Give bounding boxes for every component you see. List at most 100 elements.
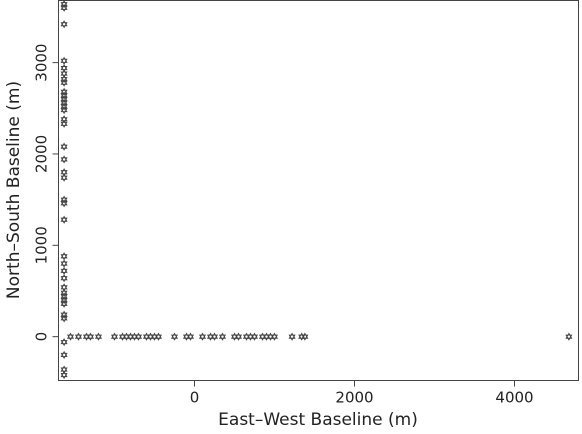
marker-triangle-up xyxy=(60,119,68,126)
data-point xyxy=(60,252,68,261)
marker-triangle-up xyxy=(94,332,103,339)
data-point xyxy=(110,332,119,341)
data-point xyxy=(234,332,243,341)
data-point xyxy=(60,350,68,360)
marker-triangle-up xyxy=(86,332,95,339)
data-point xyxy=(60,338,68,347)
marker-triangle-down xyxy=(110,334,119,341)
data-point xyxy=(210,332,219,341)
y-tick-label: 3000 xyxy=(33,44,51,82)
data-point xyxy=(198,332,207,341)
marker-triangle-down xyxy=(86,334,95,341)
marker-triangle-down xyxy=(60,268,68,275)
data-point xyxy=(218,332,227,341)
marker-triangle-down xyxy=(60,93,68,100)
marker-triangle-down xyxy=(60,290,68,297)
marker-triangle-down xyxy=(60,316,68,323)
marker-triangle-up xyxy=(60,87,68,94)
marker-triangle-down xyxy=(60,2,68,9)
marker-triangle-down xyxy=(170,334,179,341)
marker-triangle-down xyxy=(94,334,103,341)
data-point xyxy=(298,332,306,341)
marker-triangle-down xyxy=(60,367,68,374)
marker-triangle-up xyxy=(60,3,68,10)
y-axis: 0 1000 2000 3000 xyxy=(33,44,59,342)
marker-triangle-up xyxy=(60,199,68,206)
y-tick-label: 0 xyxy=(33,332,51,342)
marker-triangle-down xyxy=(234,334,243,341)
marker-triangle-down xyxy=(60,261,68,268)
marker-triangle-down xyxy=(74,334,83,341)
marker-triangle-up xyxy=(60,292,68,299)
marker-triangle-down xyxy=(60,121,68,128)
marker-triangle-down xyxy=(154,334,163,341)
marker-triangle-up xyxy=(60,0,68,7)
marker-triangle-down xyxy=(60,104,68,111)
marker-triangle-down xyxy=(60,71,68,78)
marker-triangle-down xyxy=(60,77,68,84)
marker-triangle-up xyxy=(60,95,68,102)
data-point xyxy=(60,292,68,301)
marker-triangle-up xyxy=(154,332,163,339)
marker-triangle-up xyxy=(60,20,68,27)
data-point xyxy=(60,119,68,128)
marker-triangle-down xyxy=(60,58,68,65)
marker-triangle-down xyxy=(60,144,68,151)
data-point xyxy=(60,314,68,323)
data-point xyxy=(60,199,68,208)
data-point xyxy=(94,332,103,341)
data-points xyxy=(60,0,573,380)
marker-triangle-down xyxy=(60,340,68,347)
marker-triangle-down xyxy=(301,334,309,341)
marker-triangle-up xyxy=(60,314,68,321)
marker-triangle-up xyxy=(210,332,219,339)
data-point xyxy=(186,332,195,341)
marker-triangle-down xyxy=(60,22,68,29)
marker-triangle-down xyxy=(218,334,227,341)
data-point xyxy=(60,173,68,182)
data-point xyxy=(60,0,68,9)
marker-triangle-up xyxy=(60,102,68,109)
data-point xyxy=(565,332,573,341)
marker-triangle-up xyxy=(134,332,143,339)
marker-triangle-up xyxy=(565,332,573,339)
plot-frame xyxy=(58,0,579,381)
data-point xyxy=(288,332,296,341)
marker-triangle-down xyxy=(60,301,68,308)
marker-triangle-down xyxy=(60,298,68,305)
marker-triangle-down xyxy=(270,334,279,341)
marker-triangle-up xyxy=(66,332,75,339)
marker-triangle-up xyxy=(60,338,68,345)
marker-triangle-down xyxy=(60,312,68,319)
data-point xyxy=(60,3,68,12)
marker-triangle-up xyxy=(60,370,68,378)
x-axis: 0 2000 4000 xyxy=(190,380,534,407)
marker-triangle-up xyxy=(218,332,227,339)
marker-triangle-up xyxy=(288,332,296,339)
data-point xyxy=(60,91,68,100)
marker-triangle-down xyxy=(60,5,68,12)
marker-triangle-down xyxy=(60,201,68,208)
marker-triangle-up xyxy=(60,173,68,180)
marker-triangle-down xyxy=(186,334,195,341)
data-point xyxy=(60,56,68,65)
marker-triangle-up xyxy=(60,259,68,266)
marker-triangle-down xyxy=(60,100,68,107)
marker-triangle-up xyxy=(60,252,68,259)
marker-triangle-up xyxy=(60,350,68,357)
marker-triangle-up xyxy=(301,332,309,339)
marker-triangle-down xyxy=(60,89,68,96)
marker-triangle-down xyxy=(60,108,68,115)
marker-triangle-up xyxy=(60,106,68,113)
marker-triangle-down xyxy=(134,334,143,341)
marker-triangle-up xyxy=(60,78,68,85)
data-point xyxy=(250,332,259,341)
y-tick-label: 1000 xyxy=(33,226,51,264)
marker-triangle-up xyxy=(74,332,83,339)
data-point xyxy=(60,155,68,164)
marker-triangle-down xyxy=(60,372,68,380)
marker-triangle-up xyxy=(270,332,279,339)
y-axis-title: North–South Baseline (m) xyxy=(4,81,24,299)
marker-triangle-down xyxy=(60,285,68,292)
